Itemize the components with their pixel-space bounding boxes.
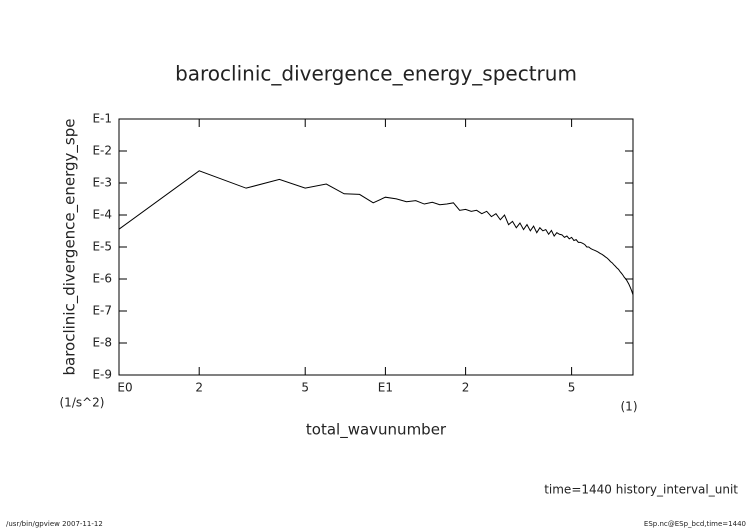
y-tick-label: E-6 (92, 272, 112, 286)
y-axis-unit: (1/s^2) (60, 396, 105, 410)
y-tick-label: E-9 (92, 368, 112, 382)
x-axis-unit: (1) (621, 400, 638, 414)
x-tick-label: E0 (117, 381, 132, 395)
y-tick-label: E-4 (92, 208, 112, 222)
x-tick-label: 5 (568, 381, 576, 395)
y-axis-label: baroclinic_divergence_energy_spe (61, 119, 80, 376)
y-tick-label: E-1 (92, 112, 112, 126)
x-tick-label: E1 (378, 381, 393, 395)
y-tick-label: E-3 (92, 176, 112, 190)
annotation: time=1440 history_interval_unit (544, 483, 738, 497)
y-tick-label: E-5 (92, 240, 112, 254)
footer-left: /usr/bin/gpview 2007-11-12 (6, 520, 103, 528)
y-tick-label: E-8 (92, 336, 112, 350)
plot-frame (118, 118, 634, 376)
y-tick-label: E-2 (92, 144, 112, 158)
y-tick-label: E-7 (92, 304, 112, 318)
x-tick-label: 5 (301, 381, 309, 395)
x-axis-label: total_wavunumber (306, 421, 447, 440)
footer-right: ESp.nc@ESp_bcd,time=1440 (644, 520, 746, 528)
chart-title: baroclinic_divergence_energy_spectrum (175, 62, 577, 86)
x-tick-label: 2 (462, 381, 470, 395)
x-tick-label: 2 (195, 381, 203, 395)
data-line (118, 170, 634, 295)
